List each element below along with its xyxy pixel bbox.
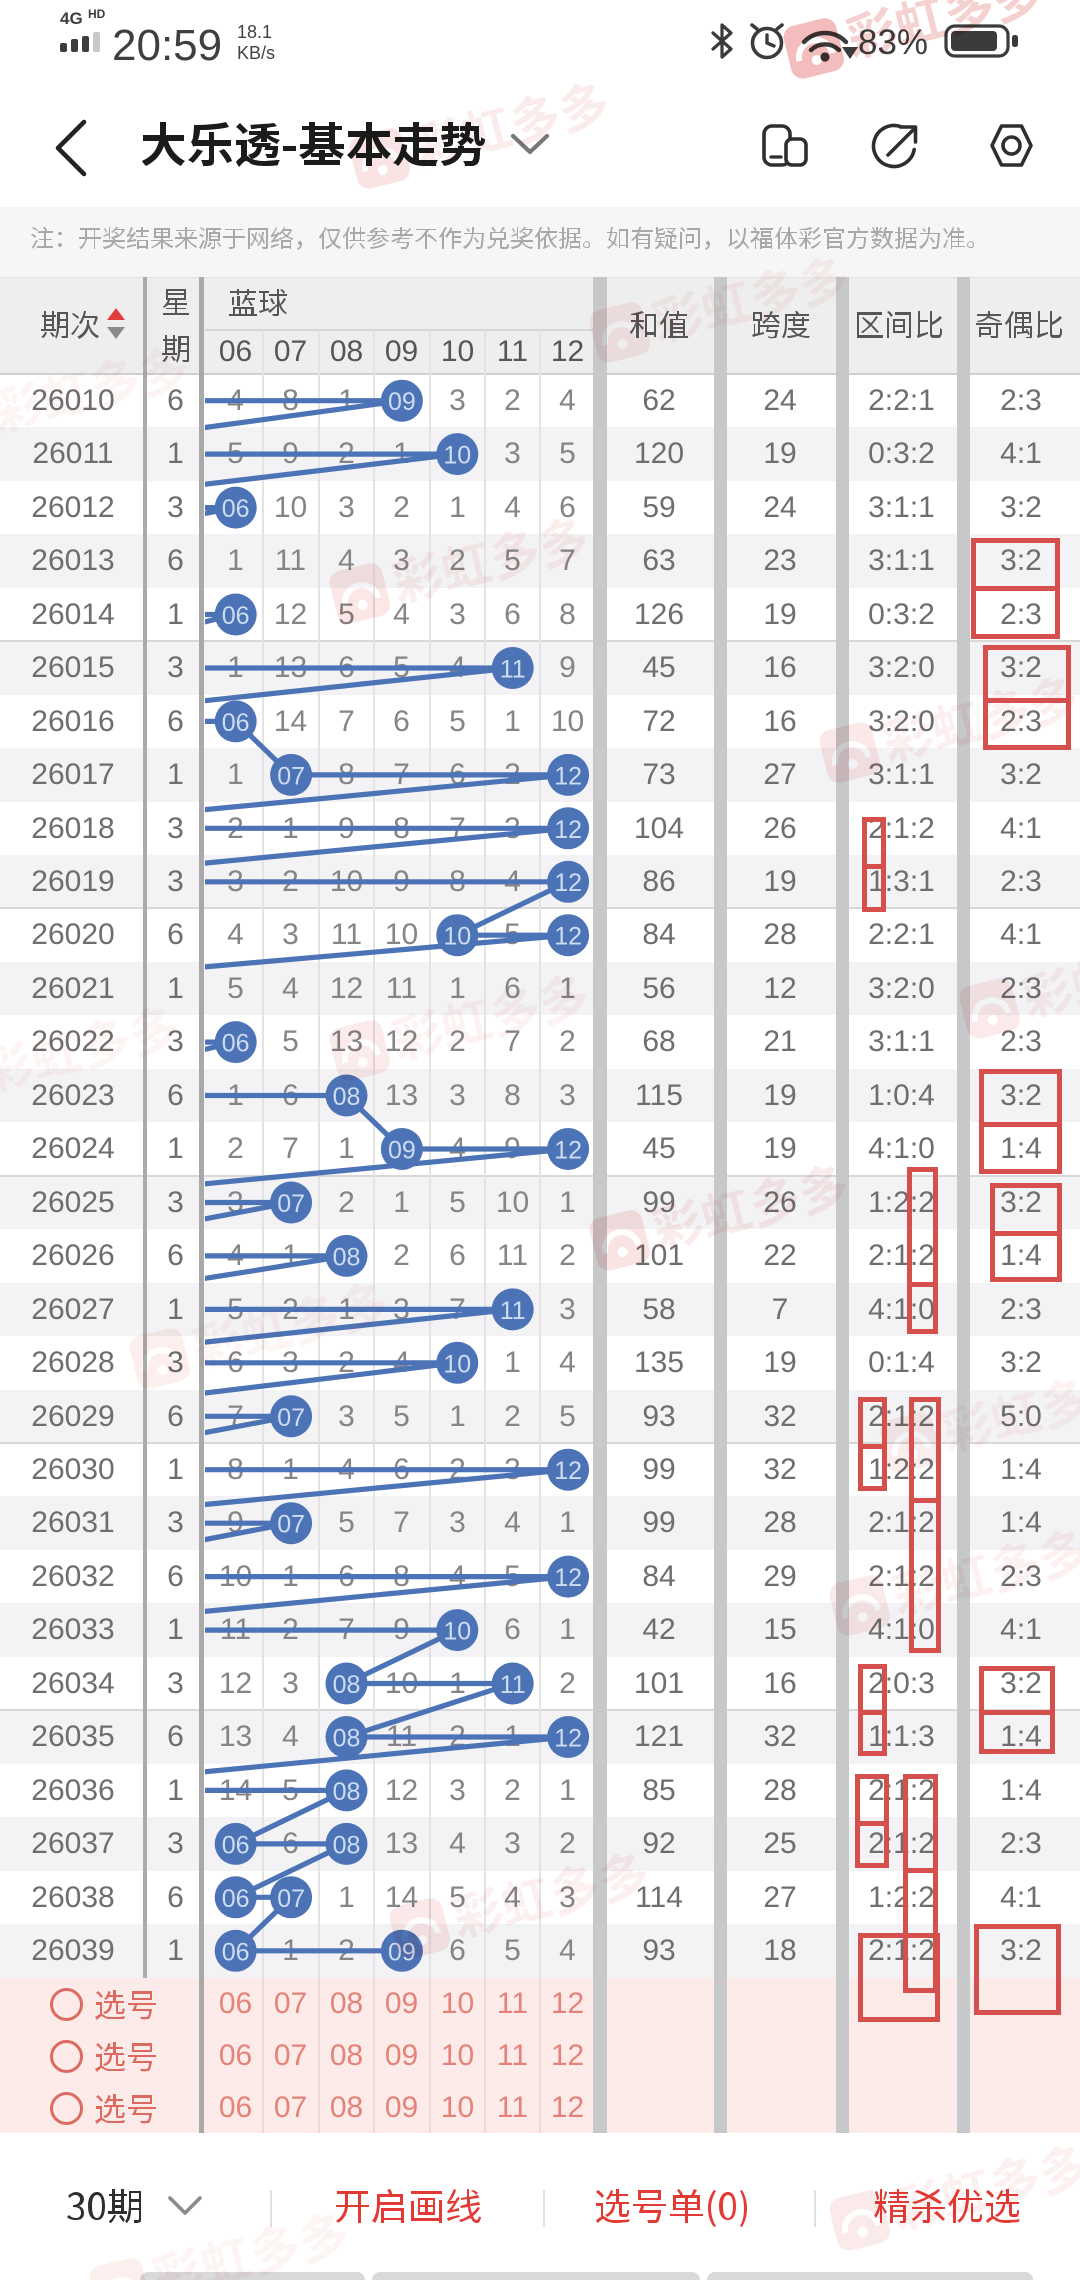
svg-text:09: 09: [388, 1137, 416, 1165]
svg-text:10: 10: [443, 442, 471, 470]
svg-text:11: 11: [500, 656, 526, 684]
svg-text:06: 06: [222, 1831, 250, 1859]
svg-text:07: 07: [277, 1885, 305, 1913]
svg-text:12: 12: [554, 762, 582, 790]
svg-text:08: 08: [333, 1671, 361, 1699]
svg-text:06: 06: [222, 709, 250, 737]
svg-text:12: 12: [554, 1137, 582, 1165]
svg-text:12: 12: [554, 1725, 582, 1753]
svg-text:10: 10: [443, 923, 471, 951]
svg-text:08: 08: [333, 1083, 361, 1111]
svg-text:07: 07: [277, 762, 305, 790]
svg-text:06: 06: [222, 1885, 250, 1913]
svg-text:09: 09: [388, 388, 416, 416]
svg-text:08: 08: [333, 1725, 361, 1753]
svg-text:06: 06: [222, 1030, 250, 1058]
svg-text:07: 07: [277, 1190, 305, 1218]
svg-text:12: 12: [554, 869, 582, 897]
svg-text:08: 08: [333, 1778, 361, 1806]
svg-text:12: 12: [554, 1564, 582, 1592]
svg-text:11: 11: [500, 1297, 526, 1325]
svg-text:08: 08: [333, 1831, 361, 1859]
svg-text:06: 06: [222, 602, 250, 630]
svg-text:06: 06: [222, 495, 250, 523]
svg-text:12: 12: [554, 816, 582, 844]
svg-text:10: 10: [443, 1618, 471, 1646]
svg-text:07: 07: [277, 1511, 305, 1539]
svg-text:07: 07: [277, 1404, 305, 1432]
svg-text:06: 06: [222, 1938, 250, 1966]
svg-text:12: 12: [554, 923, 582, 951]
svg-text:10: 10: [443, 1350, 471, 1378]
svg-text:12: 12: [554, 1457, 582, 1485]
svg-text:08: 08: [333, 1243, 361, 1271]
svg-text:11: 11: [500, 1671, 526, 1699]
